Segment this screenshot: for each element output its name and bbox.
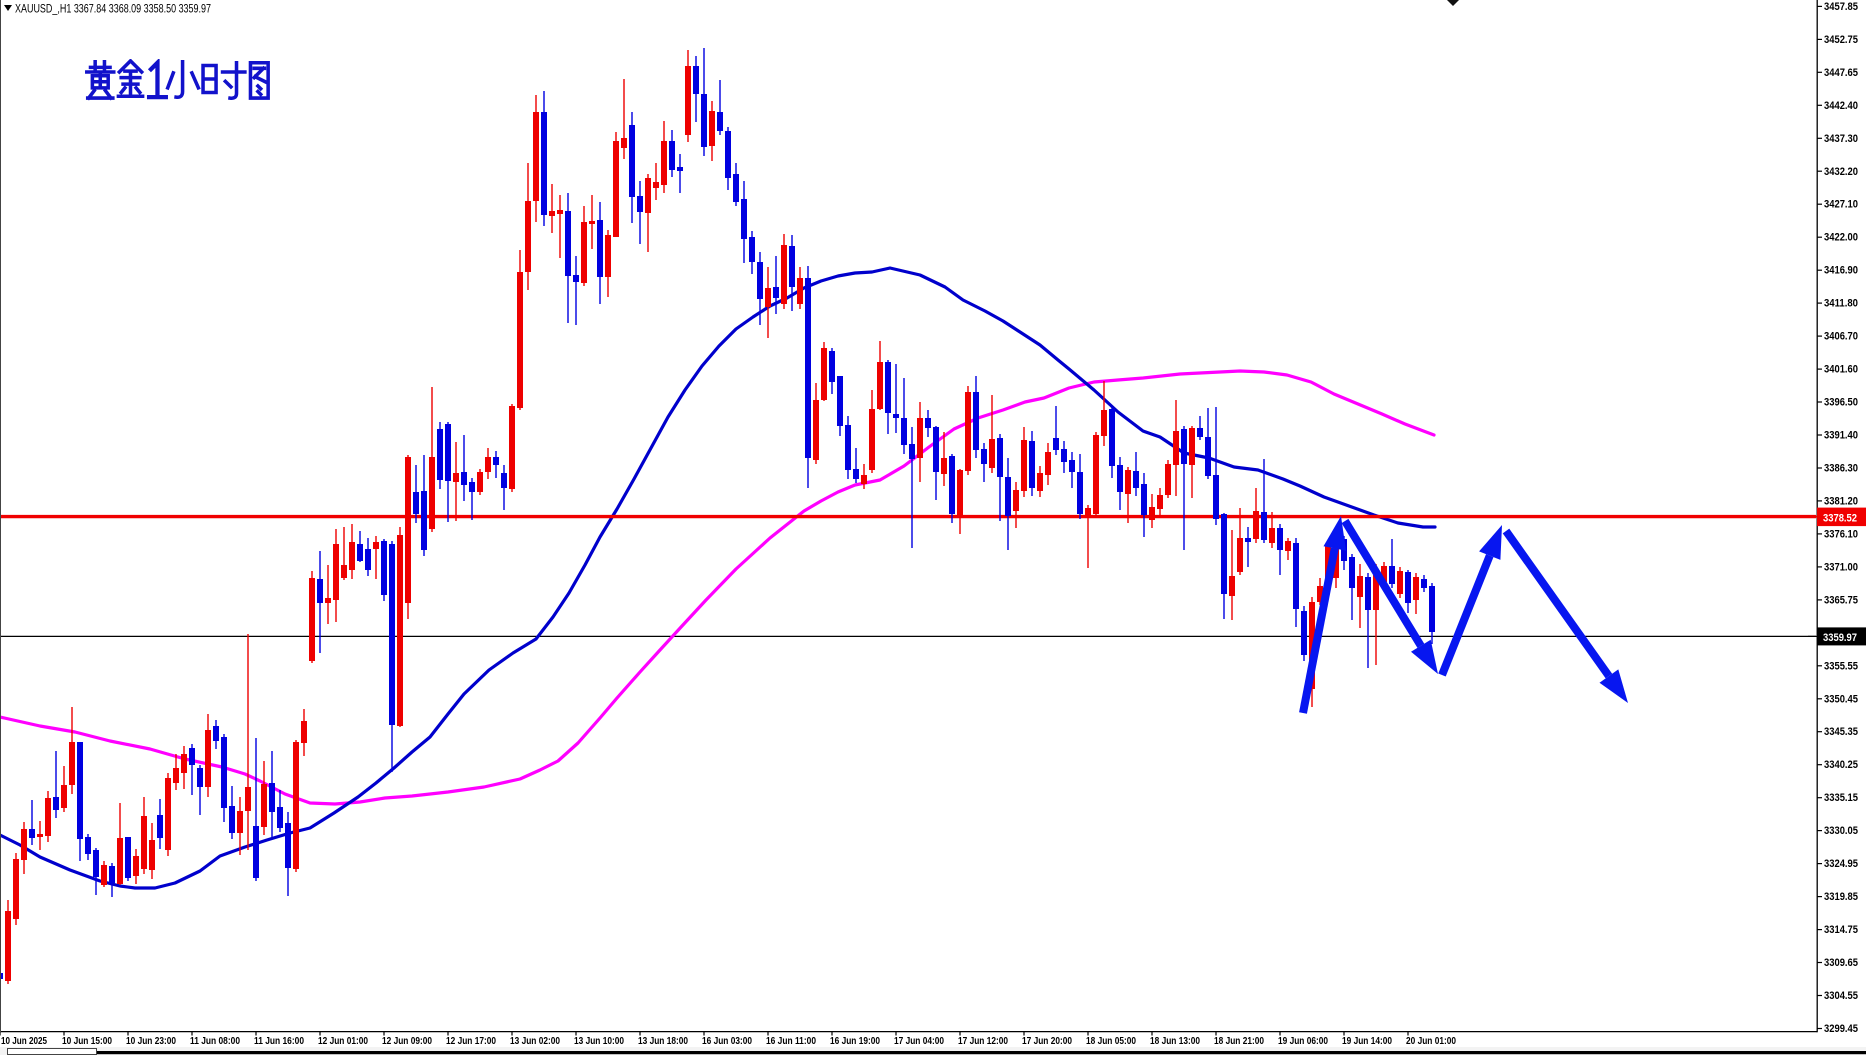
svg-text:3406.70: 3406.70 xyxy=(1824,331,1858,343)
svg-text:10 Jun 23:00: 10 Jun 23:00 xyxy=(126,1035,176,1047)
svg-text:17 Jun 20:00: 17 Jun 20:00 xyxy=(1022,1035,1072,1047)
svg-text:17 Jun 04:00: 17 Jun 04:00 xyxy=(894,1035,944,1047)
svg-text:19 Jun 06:00: 19 Jun 06:00 xyxy=(1278,1035,1328,1047)
svg-text:3442.40: 3442.40 xyxy=(1824,100,1858,112)
svg-text:3378.52: 3378.52 xyxy=(1823,512,1857,524)
svg-text:3452.75: 3452.75 xyxy=(1824,34,1858,46)
svg-text:3422.00: 3422.00 xyxy=(1824,232,1858,244)
svg-text:16 Jun 11:00: 16 Jun 11:00 xyxy=(766,1035,816,1047)
svg-text:3299.45: 3299.45 xyxy=(1824,1023,1858,1035)
svg-text:3416.90: 3416.90 xyxy=(1824,265,1858,277)
svg-text:11 Jun 08:00: 11 Jun 08:00 xyxy=(190,1035,240,1047)
svg-text:12 Jun 09:00: 12 Jun 09:00 xyxy=(382,1035,432,1047)
svg-text:17 Jun 12:00: 17 Jun 12:00 xyxy=(958,1035,1008,1047)
svg-text:3355.55: 3355.55 xyxy=(1824,660,1858,672)
svg-text:18 Jun 05:00: 18 Jun 05:00 xyxy=(1086,1035,1136,1047)
svg-text:3340.25: 3340.25 xyxy=(1824,759,1858,771)
svg-text:3371.00: 3371.00 xyxy=(1824,561,1858,573)
svg-text:3335.15: 3335.15 xyxy=(1824,792,1858,804)
svg-text:3427.10: 3427.10 xyxy=(1824,199,1858,211)
svg-text:16 Jun 03:00: 16 Jun 03:00 xyxy=(702,1035,752,1047)
svg-text:XAUUSD_,H1 3367.84 3368.09 33: XAUUSD_,H1 3367.84 3368.09 3358.50 3359.… xyxy=(15,4,211,16)
svg-text:10 Jun 15:00: 10 Jun 15:00 xyxy=(62,1035,112,1047)
svg-text:18 Jun 21:00: 18 Jun 21:00 xyxy=(1214,1035,1264,1047)
svg-text:3411.80: 3411.80 xyxy=(1824,298,1858,310)
svg-text:12 Jun 01:00: 12 Jun 01:00 xyxy=(318,1035,368,1047)
svg-text:3319.85: 3319.85 xyxy=(1824,891,1858,903)
svg-text:13 Jun 10:00: 13 Jun 10:00 xyxy=(574,1035,624,1047)
svg-text:3391.40: 3391.40 xyxy=(1824,430,1858,442)
svg-text:3457.85: 3457.85 xyxy=(1824,1,1858,13)
svg-text:20 Jun 01:00: 20 Jun 01:00 xyxy=(1406,1035,1456,1047)
svg-text:3350.45: 3350.45 xyxy=(1824,693,1858,705)
svg-text:3386.30: 3386.30 xyxy=(1824,463,1858,475)
svg-text:3447.65: 3447.65 xyxy=(1824,67,1858,79)
svg-text:11 Jun 16:00: 11 Jun 16:00 xyxy=(254,1035,304,1047)
svg-text:3359.97: 3359.97 xyxy=(1823,632,1857,644)
svg-text:13 Jun 02:00: 13 Jun 02:00 xyxy=(510,1035,560,1047)
svg-text:3314.75: 3314.75 xyxy=(1824,924,1858,936)
svg-text:3396.50: 3396.50 xyxy=(1824,397,1858,409)
svg-text:16 Jun 19:00: 16 Jun 19:00 xyxy=(830,1035,880,1047)
svg-text:18 Jun 13:00: 18 Jun 13:00 xyxy=(1150,1035,1200,1047)
svg-text:3401.60: 3401.60 xyxy=(1824,364,1858,376)
svg-text:12 Jun 17:00: 12 Jun 17:00 xyxy=(446,1035,496,1047)
svg-text:3345.35: 3345.35 xyxy=(1824,726,1858,738)
svg-text:3324.95: 3324.95 xyxy=(1824,858,1858,870)
svg-text:3432.20: 3432.20 xyxy=(1824,166,1858,178)
svg-text:3304.55: 3304.55 xyxy=(1824,990,1858,1002)
svg-text:3365.75: 3365.75 xyxy=(1824,594,1858,606)
svg-text:19 Jun 14:00: 19 Jun 14:00 xyxy=(1342,1035,1392,1047)
svg-text:3381.20: 3381.20 xyxy=(1824,495,1858,507)
svg-text:3376.10: 3376.10 xyxy=(1824,528,1858,540)
svg-text:3330.05: 3330.05 xyxy=(1824,825,1858,837)
svg-text:3309.65: 3309.65 xyxy=(1824,957,1858,969)
svg-text:3437.30: 3437.30 xyxy=(1824,133,1858,145)
svg-text:10 Jun 2025: 10 Jun 2025 xyxy=(1,1035,47,1047)
svg-text:13 Jun 18:00: 13 Jun 18:00 xyxy=(638,1035,688,1047)
